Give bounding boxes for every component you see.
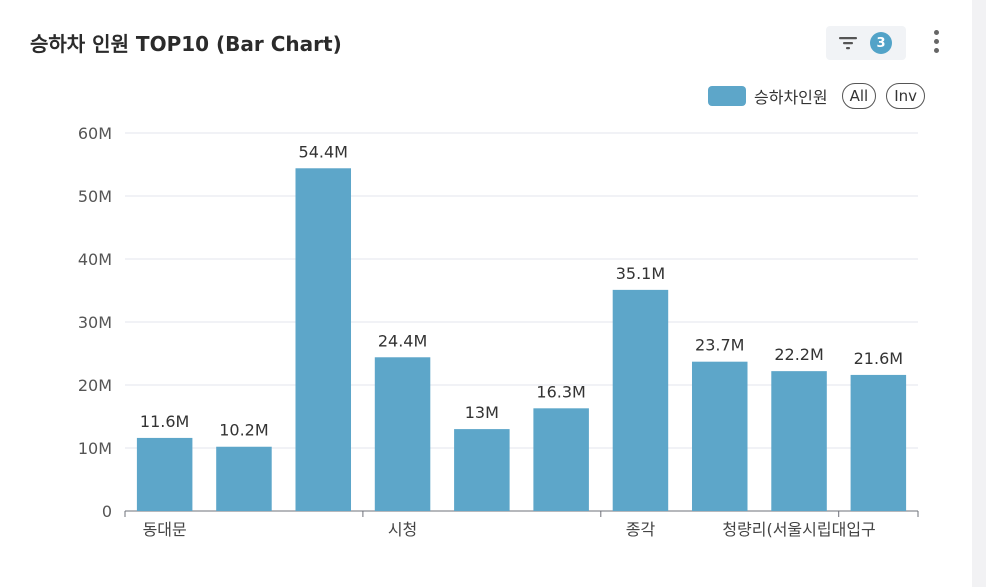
bar-value-label: 10.2M bbox=[219, 421, 268, 440]
filter-button[interactable]: 3 bbox=[826, 26, 906, 60]
bar bbox=[771, 371, 827, 511]
y-tick-label: 30M bbox=[78, 313, 112, 332]
legend-inv-button[interactable]: Inv bbox=[886, 83, 926, 109]
bar bbox=[850, 374, 907, 511]
bar-value-label: 54.4M bbox=[299, 142, 348, 161]
bar-value-label: 23.7M bbox=[695, 336, 744, 355]
legend-series-label[interactable]: 승하차인원 bbox=[754, 88, 828, 107]
y-tick-label: 50M bbox=[78, 187, 112, 206]
filter-icon bbox=[839, 37, 857, 50]
chart-title: 승하차 인원 TOP10 (Bar Chart) bbox=[30, 32, 342, 56]
bar bbox=[136, 437, 193, 511]
bar-value-label: 24.4M bbox=[378, 331, 427, 350]
y-tick-label: 40M bbox=[78, 250, 112, 269]
scrollbar-track[interactable] bbox=[972, 0, 986, 587]
y-tick-label: 0 bbox=[102, 502, 112, 521]
bar bbox=[612, 289, 669, 511]
chart-legend: 승하차인원 All Inv bbox=[708, 82, 935, 110]
bar bbox=[691, 361, 748, 511]
bar-value-label: 16.3M bbox=[536, 382, 585, 401]
bar bbox=[454, 429, 510, 511]
bar bbox=[533, 408, 589, 511]
bar-value-label: 35.1M bbox=[616, 264, 665, 283]
bar bbox=[295, 168, 352, 511]
x-tick-label: 청량리(서울시립대입구 bbox=[722, 520, 875, 539]
y-tick-label: 20M bbox=[78, 376, 112, 395]
x-tick-label: 시청 bbox=[388, 520, 417, 539]
bar-value-label: 11.6M bbox=[140, 412, 189, 431]
bar-value-label: 22.2M bbox=[774, 345, 823, 364]
more-vertical-icon[interactable] bbox=[926, 30, 946, 58]
x-tick-label: 동대문 bbox=[143, 520, 187, 539]
legend-all-button[interactable]: All bbox=[841, 83, 877, 109]
y-tick-label: 60M bbox=[78, 124, 112, 143]
bar-value-label: 13M bbox=[465, 403, 499, 422]
y-tick-label: 10M bbox=[78, 439, 112, 458]
legend-swatch[interactable] bbox=[708, 86, 746, 106]
bar-value-label: 21.6M bbox=[854, 349, 903, 368]
x-tick-label: 종각 bbox=[626, 520, 656, 539]
filter-count-badge: 3 bbox=[870, 32, 892, 54]
bar bbox=[374, 357, 431, 511]
bar bbox=[216, 446, 272, 511]
